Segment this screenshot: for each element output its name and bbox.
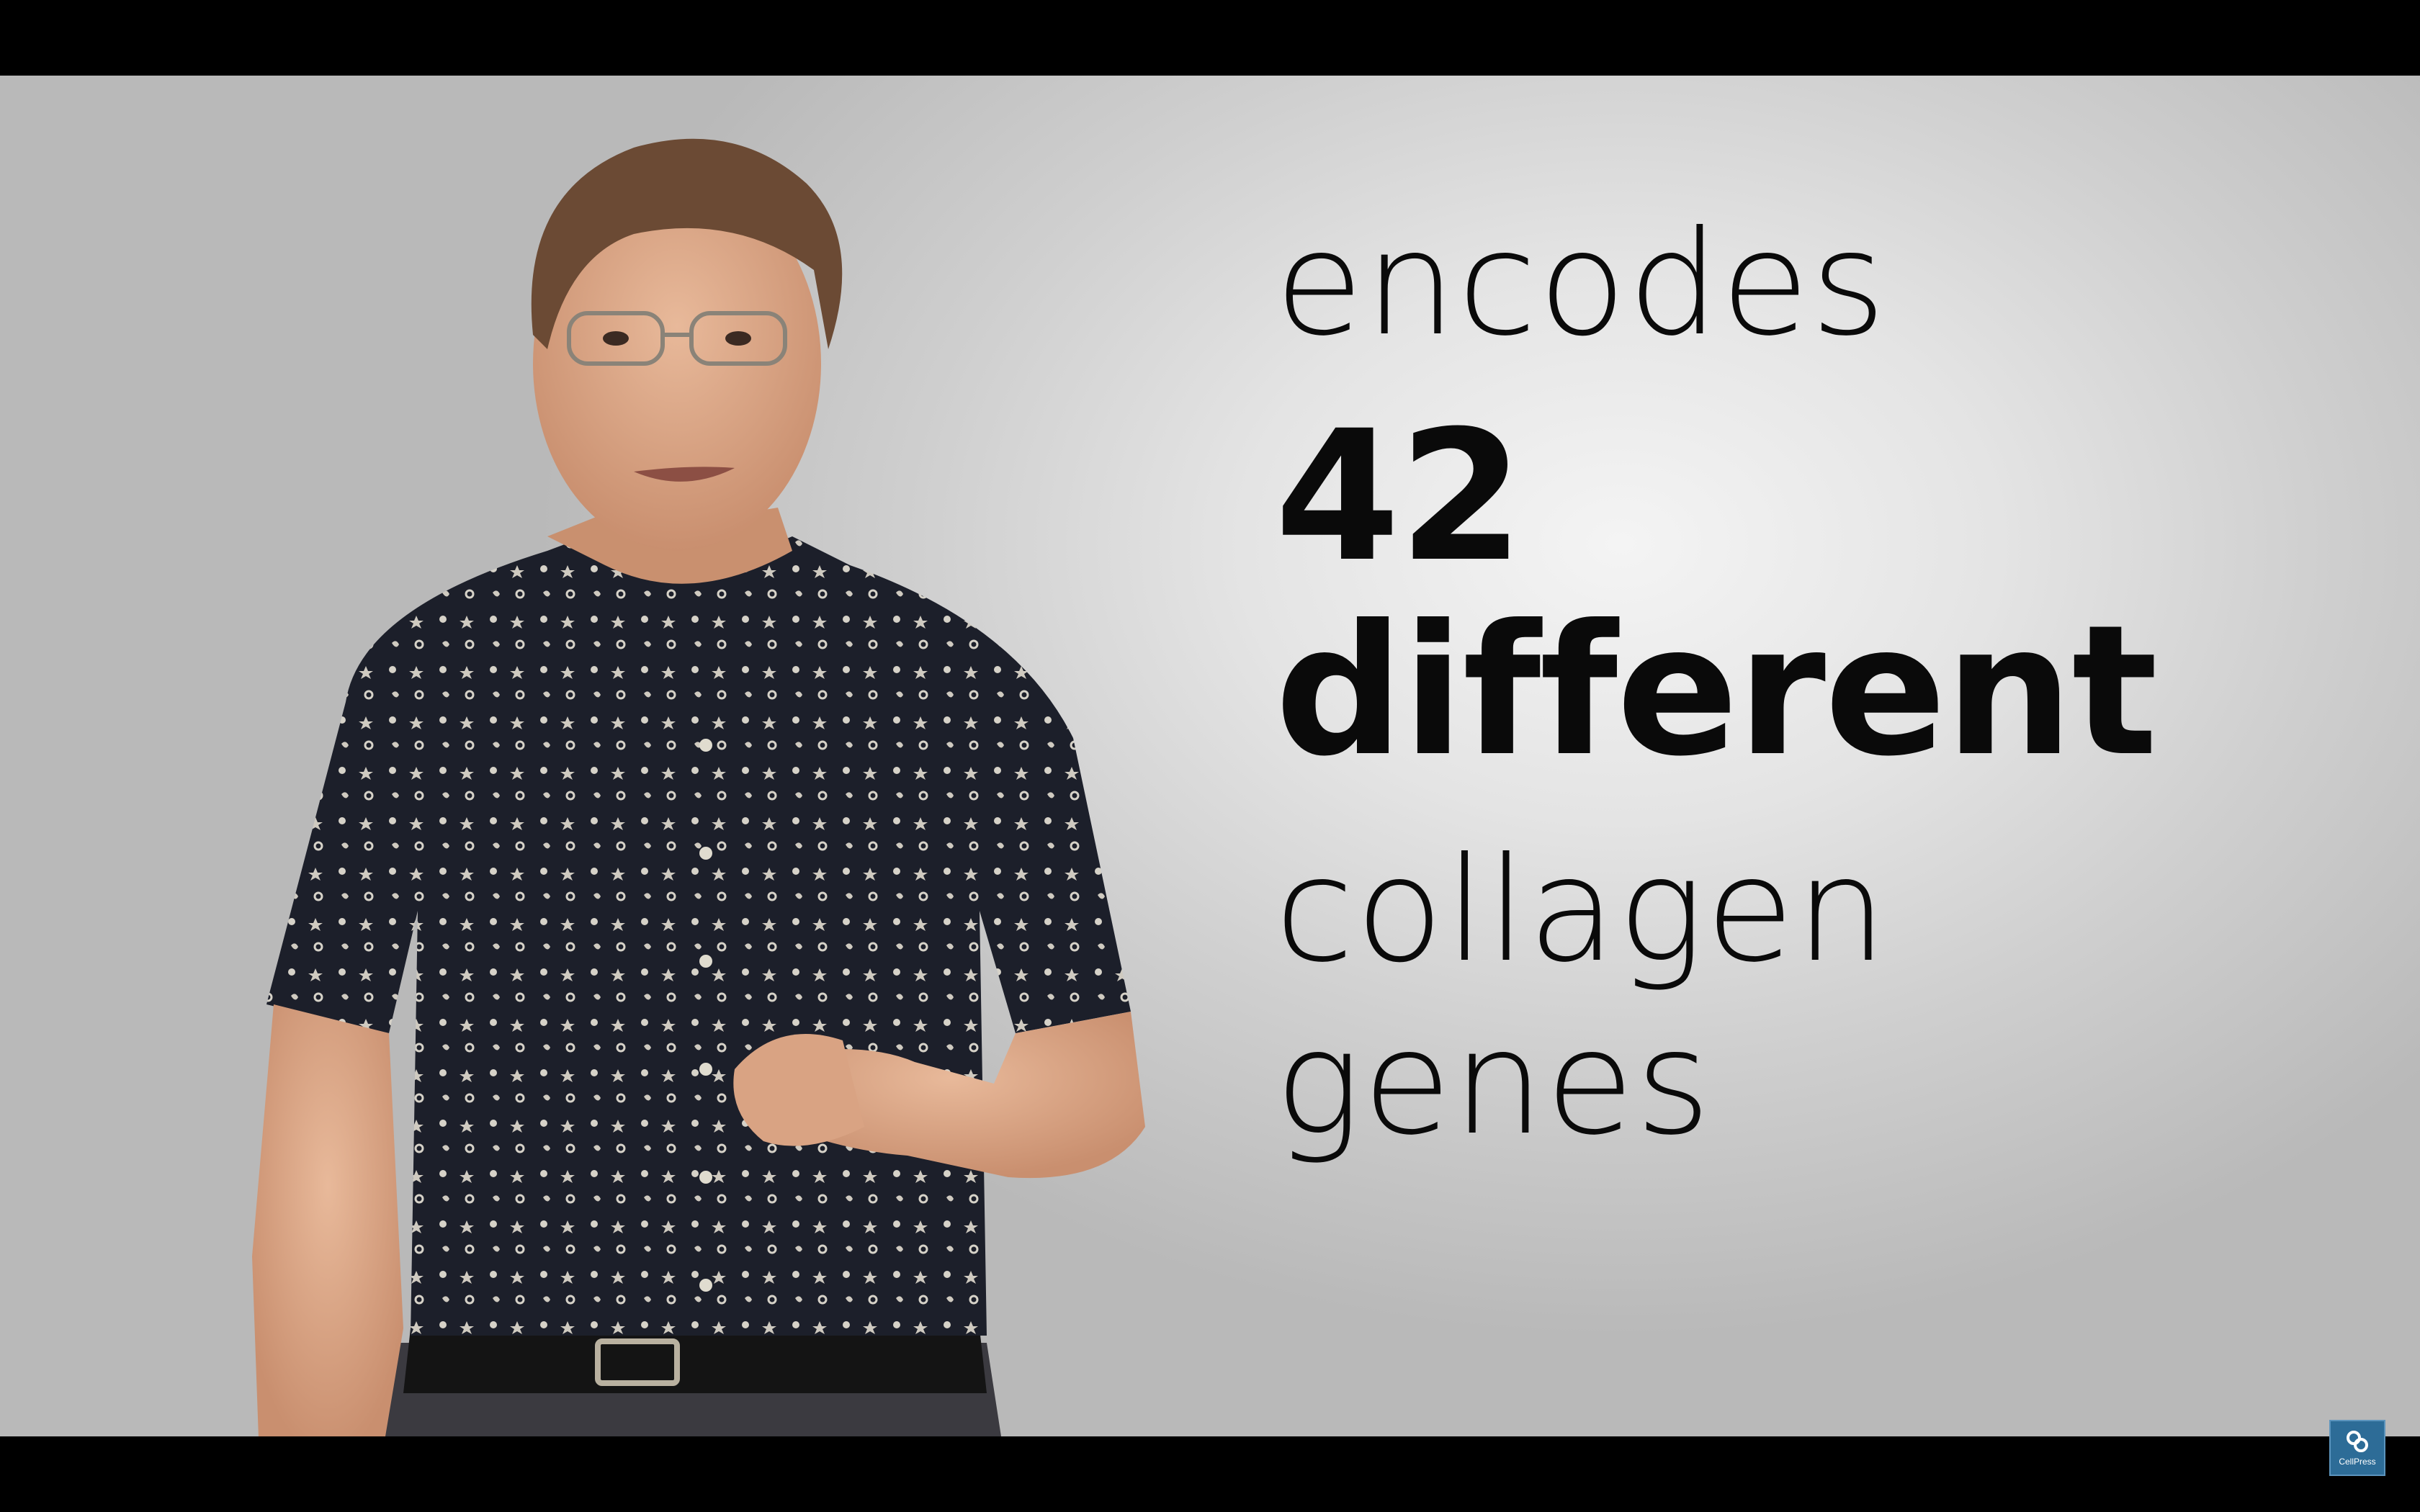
caption-line-genes: genes xyxy=(1275,999,1713,1167)
caption-line-encodes: encodes xyxy=(1275,200,1888,368)
caption-line-number: 42 xyxy=(1275,392,1524,601)
letterbox-bottom xyxy=(0,1436,2420,1512)
caption-line-collagen: collagen xyxy=(1275,827,1888,994)
caption-line-different: different xyxy=(1275,586,2158,796)
cellpress-logo-icon xyxy=(2347,1431,2368,1452)
video-scene: encodes 42 different collagen genes xyxy=(0,76,2420,1436)
cellpress-watermark[interactable]: CellPress xyxy=(2329,1420,2385,1476)
letterbox-top xyxy=(0,0,2420,76)
presenter-figure xyxy=(252,138,1145,1436)
watermark-label: CellPress xyxy=(2339,1457,2376,1467)
